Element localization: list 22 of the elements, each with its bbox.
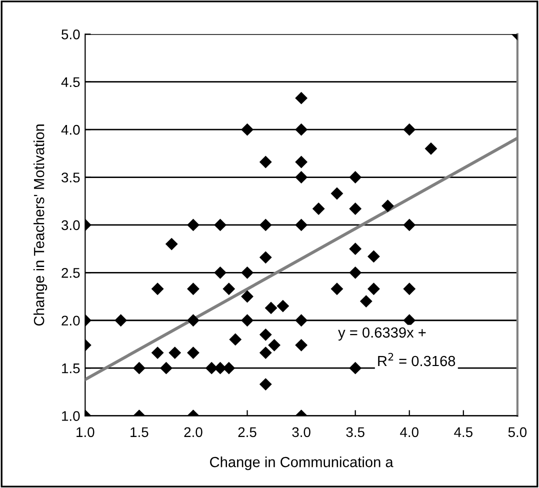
x-axis-title: Change in Communication a <box>210 456 394 470</box>
y-tick-label: 2.0 <box>62 316 80 326</box>
x-tick-label: 2.0 <box>184 427 202 438</box>
y-tick-label: 3.5 <box>62 172 80 182</box>
y-tick-label: 1.5 <box>62 364 80 374</box>
y-tick-label: 1.0 <box>62 411 80 421</box>
x-tick-label: 1.0 <box>76 427 94 438</box>
x-tick-label: 4.5 <box>454 427 472 438</box>
annotation: y = 0.6339x + <box>338 327 426 341</box>
y-axis-title: Change in Teachers' Motivation <box>34 124 48 326</box>
y-tick-label: 5.0 <box>62 29 80 40</box>
annotation: R$^{2}$ = 0.3168 <box>378 352 456 366</box>
x-tick-label: 5.0 <box>508 427 527 438</box>
x-tick-label: 3.5 <box>346 427 364 438</box>
y-tick-label: 4.5 <box>61 77 80 88</box>
x-tick-label: 1.5 <box>130 427 148 438</box>
y-tick-label: 3.0 <box>62 220 80 230</box>
x-tick-label: 3.0 <box>292 427 310 438</box>
y-tick-label: 2.5 <box>62 268 80 278</box>
y-tick-label: 4.0 <box>61 124 80 135</box>
x-tick-label: 2.5 <box>238 427 256 438</box>
x-tick-label: 4.0 <box>400 427 418 438</box>
